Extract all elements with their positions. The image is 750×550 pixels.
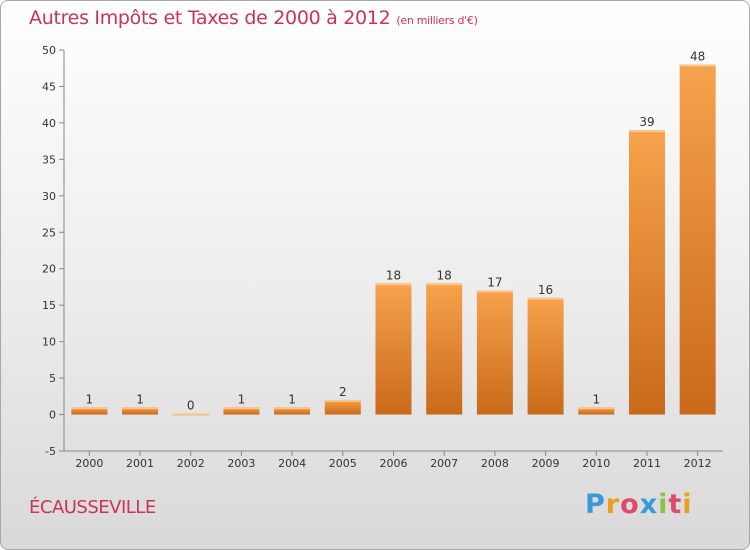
data-label-2003: 1 — [238, 392, 246, 406]
bar-highlight — [426, 283, 463, 286]
data-label-2012: 48 — [690, 50, 705, 64]
bar-highlight — [628, 130, 665, 133]
y-tick-label: 25 — [42, 226, 56, 239]
proxiti-logo: Proxiti — [585, 489, 693, 520]
x-tick-label: 2011 — [633, 457, 661, 470]
x-tick-label: 2007 — [430, 457, 458, 470]
y-tick-label: 30 — [42, 190, 56, 203]
chart-title: Autres Impôts et Taxes de 2000 à 2012 (en… — [29, 7, 478, 29]
x-tick-label: 2006 — [380, 457, 408, 470]
data-label-2010: 1 — [592, 392, 600, 406]
bar-2006 — [375, 283, 412, 415]
x-tick-label: 2012 — [684, 457, 712, 470]
bar-highlight — [324, 399, 361, 402]
bar-2001 — [122, 407, 159, 415]
x-tick-label: 2004 — [278, 457, 306, 470]
y-tick-label: 20 — [42, 263, 56, 276]
y-tick-label: 5 — [49, 372, 56, 385]
bar-highlight — [274, 407, 311, 410]
logo-letter: o — [620, 489, 640, 520]
data-label-2007: 18 — [437, 268, 452, 282]
bar-2007 — [426, 283, 463, 415]
y-tick-label: 35 — [42, 153, 56, 166]
data-label-2011: 39 — [639, 115, 654, 129]
bar-2009 — [527, 297, 564, 415]
logo-letter: P — [585, 489, 606, 520]
data-label-2002: 0 — [187, 399, 195, 413]
bar-2005 — [324, 399, 361, 415]
y-tick-label: 50 — [42, 44, 56, 57]
y-tick-label: -5 — [45, 445, 56, 458]
x-tick-label: 2005 — [329, 457, 357, 470]
data-label-2004: 1 — [288, 392, 296, 406]
y-tick-label: 40 — [42, 117, 56, 130]
y-tick-label: 15 — [42, 299, 56, 312]
data-label-2000: 1 — [86, 392, 94, 406]
bar-2004 — [274, 407, 311, 415]
logo-letter: r — [605, 489, 621, 520]
chart-title-text: Autres Impôts et Taxes de 2000 à 2012 — [29, 7, 391, 29]
chart-subtitle: (en milliers d'€) — [396, 14, 478, 27]
x-tick-label: 2003 — [227, 457, 255, 470]
x-tick-label: 2000 — [75, 457, 103, 470]
commune-name: ÉCAUSSEVILLE — [29, 497, 156, 518]
bar-highlight — [476, 290, 513, 293]
bar-2012 — [679, 64, 716, 415]
bar-highlight — [679, 64, 716, 67]
x-tick-label: 2002 — [177, 457, 205, 470]
x-tick-label: 2001 — [126, 457, 154, 470]
bar-2011 — [628, 130, 665, 415]
logo-letter: x — [639, 489, 659, 520]
bar-highlight — [122, 407, 159, 410]
bar-highlight — [375, 283, 412, 286]
bar-highlight — [172, 413, 209, 416]
x-tick-label: 2009 — [532, 457, 560, 470]
bar-2008 — [476, 290, 513, 415]
bar-highlight — [223, 407, 260, 410]
bar-highlight — [527, 297, 564, 300]
y-tick-label: 0 — [49, 409, 56, 422]
bar-2010 — [578, 407, 615, 415]
y-tick-label: 45 — [42, 80, 56, 93]
logo-letter: i — [658, 489, 669, 520]
data-label-2001: 1 — [136, 392, 144, 406]
x-tick-label: 2008 — [481, 457, 509, 470]
data-label-2005: 2 — [339, 385, 347, 399]
y-tick-label: 10 — [42, 336, 56, 349]
x-tick-label: 2010 — [582, 457, 610, 470]
data-label-2009: 16 — [538, 283, 553, 297]
logo-letter: t — [668, 489, 683, 520]
logo-letter: i — [682, 489, 693, 520]
bar-2000 — [71, 407, 108, 415]
bar-2003 — [223, 407, 260, 415]
bar-highlight — [71, 407, 108, 410]
data-label-2008: 17 — [487, 276, 502, 290]
data-label-2006: 18 — [386, 268, 401, 282]
bar-highlight — [578, 407, 615, 410]
